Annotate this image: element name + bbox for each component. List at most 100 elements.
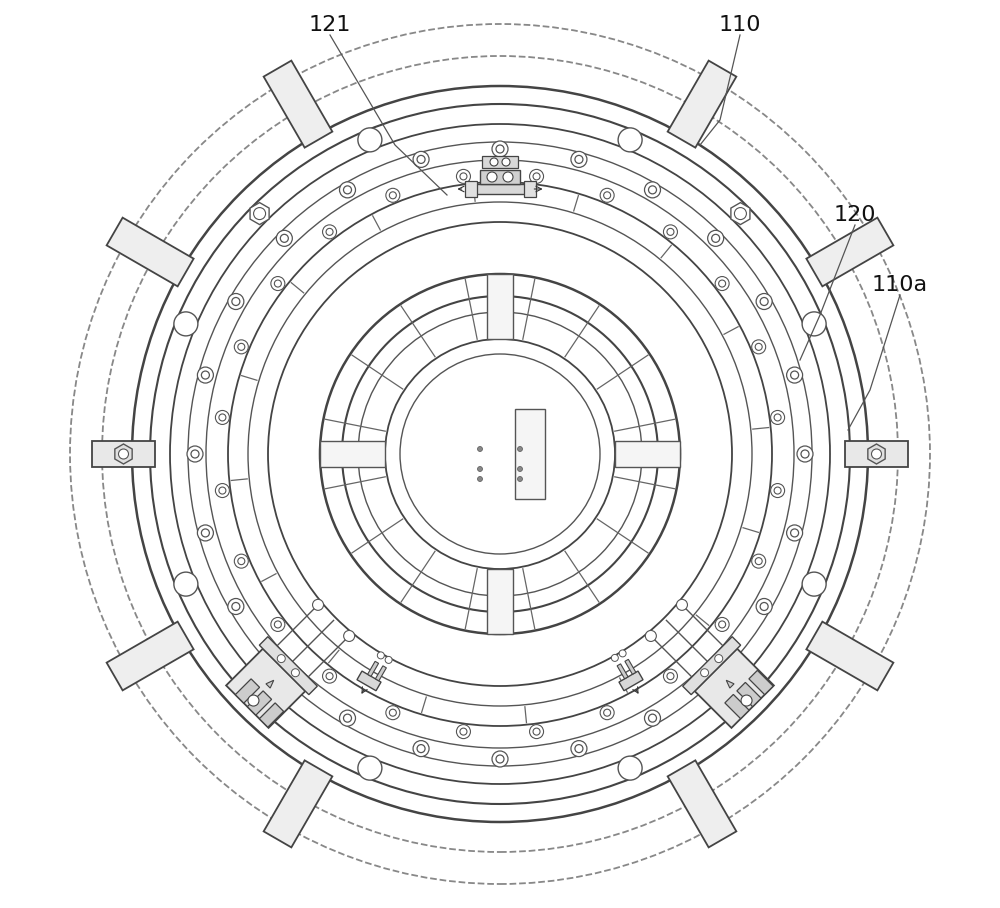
Polygon shape bbox=[749, 670, 773, 695]
Circle shape bbox=[530, 725, 544, 738]
Circle shape bbox=[756, 293, 772, 310]
Circle shape bbox=[715, 617, 729, 631]
Polygon shape bbox=[264, 760, 332, 847]
Circle shape bbox=[323, 225, 337, 239]
Polygon shape bbox=[235, 679, 260, 703]
Circle shape bbox=[645, 630, 656, 641]
Circle shape bbox=[708, 662, 724, 677]
Polygon shape bbox=[226, 648, 305, 728]
Circle shape bbox=[219, 414, 226, 421]
Polygon shape bbox=[250, 684, 269, 706]
Circle shape bbox=[323, 669, 337, 683]
Polygon shape bbox=[368, 661, 379, 676]
Polygon shape bbox=[320, 441, 385, 467]
Polygon shape bbox=[487, 274, 513, 339]
Polygon shape bbox=[683, 637, 741, 695]
Circle shape bbox=[271, 617, 285, 631]
Circle shape bbox=[271, 277, 285, 291]
Bar bbox=[480, 170, 520, 184]
Circle shape bbox=[496, 145, 504, 153]
Circle shape bbox=[518, 447, 522, 451]
Circle shape bbox=[389, 709, 396, 716]
Text: 121: 121 bbox=[309, 15, 351, 35]
Circle shape bbox=[276, 231, 292, 246]
Circle shape bbox=[771, 410, 785, 424]
Circle shape bbox=[872, 449, 882, 459]
Circle shape bbox=[518, 467, 522, 471]
Polygon shape bbox=[695, 648, 774, 728]
Circle shape bbox=[191, 450, 199, 458]
Circle shape bbox=[417, 155, 425, 163]
Circle shape bbox=[413, 152, 429, 167]
Circle shape bbox=[774, 487, 781, 494]
Polygon shape bbox=[868, 444, 885, 464]
Polygon shape bbox=[487, 569, 513, 634]
Circle shape bbox=[533, 173, 540, 180]
Bar bbox=[524, 181, 536, 197]
Text: 110a: 110a bbox=[872, 275, 928, 295]
Polygon shape bbox=[806, 218, 893, 286]
Circle shape bbox=[502, 158, 510, 166]
Circle shape bbox=[358, 128, 382, 152]
Circle shape bbox=[339, 710, 355, 726]
Circle shape bbox=[618, 756, 642, 780]
Polygon shape bbox=[737, 683, 761, 706]
Circle shape bbox=[663, 225, 677, 239]
Circle shape bbox=[648, 186, 656, 194]
Circle shape bbox=[413, 741, 429, 756]
Circle shape bbox=[734, 208, 746, 220]
Circle shape bbox=[234, 340, 248, 354]
Circle shape bbox=[248, 695, 259, 706]
Polygon shape bbox=[625, 659, 636, 675]
Circle shape bbox=[571, 741, 587, 756]
Circle shape bbox=[791, 371, 799, 379]
Polygon shape bbox=[250, 202, 269, 224]
Circle shape bbox=[712, 666, 720, 674]
Polygon shape bbox=[725, 695, 749, 719]
Bar bbox=[464, 181, 477, 197]
Circle shape bbox=[274, 280, 281, 287]
Circle shape bbox=[478, 477, 482, 481]
Bar bbox=[482, 156, 518, 168]
Circle shape bbox=[492, 141, 508, 157]
Circle shape bbox=[234, 554, 248, 568]
Circle shape bbox=[291, 668, 299, 676]
Polygon shape bbox=[264, 61, 332, 148]
Circle shape bbox=[215, 484, 229, 498]
Circle shape bbox=[460, 173, 467, 180]
Circle shape bbox=[575, 155, 583, 163]
Circle shape bbox=[343, 714, 351, 722]
Circle shape bbox=[734, 688, 746, 700]
Polygon shape bbox=[115, 444, 132, 464]
Polygon shape bbox=[668, 61, 736, 148]
Circle shape bbox=[238, 343, 245, 350]
Polygon shape bbox=[806, 622, 893, 690]
Circle shape bbox=[604, 192, 611, 199]
Circle shape bbox=[719, 280, 726, 287]
Circle shape bbox=[533, 728, 540, 735]
Polygon shape bbox=[617, 664, 628, 679]
Circle shape bbox=[715, 655, 723, 663]
Circle shape bbox=[518, 477, 522, 481]
Polygon shape bbox=[357, 671, 381, 691]
Circle shape bbox=[571, 152, 587, 167]
Circle shape bbox=[604, 709, 611, 716]
Bar bbox=[515, 409, 545, 499]
Circle shape bbox=[760, 603, 768, 610]
Circle shape bbox=[417, 745, 425, 753]
Circle shape bbox=[215, 410, 229, 424]
Circle shape bbox=[197, 367, 213, 383]
Text: 110: 110 bbox=[719, 15, 761, 35]
Circle shape bbox=[618, 128, 642, 152]
Circle shape bbox=[232, 298, 240, 305]
Circle shape bbox=[276, 662, 292, 677]
Circle shape bbox=[385, 656, 392, 664]
Polygon shape bbox=[726, 680, 734, 688]
Circle shape bbox=[755, 558, 762, 565]
Circle shape bbox=[119, 449, 128, 459]
Circle shape bbox=[701, 668, 709, 676]
Circle shape bbox=[238, 558, 245, 565]
Circle shape bbox=[174, 311, 198, 336]
Circle shape bbox=[197, 525, 213, 541]
Polygon shape bbox=[247, 691, 272, 716]
